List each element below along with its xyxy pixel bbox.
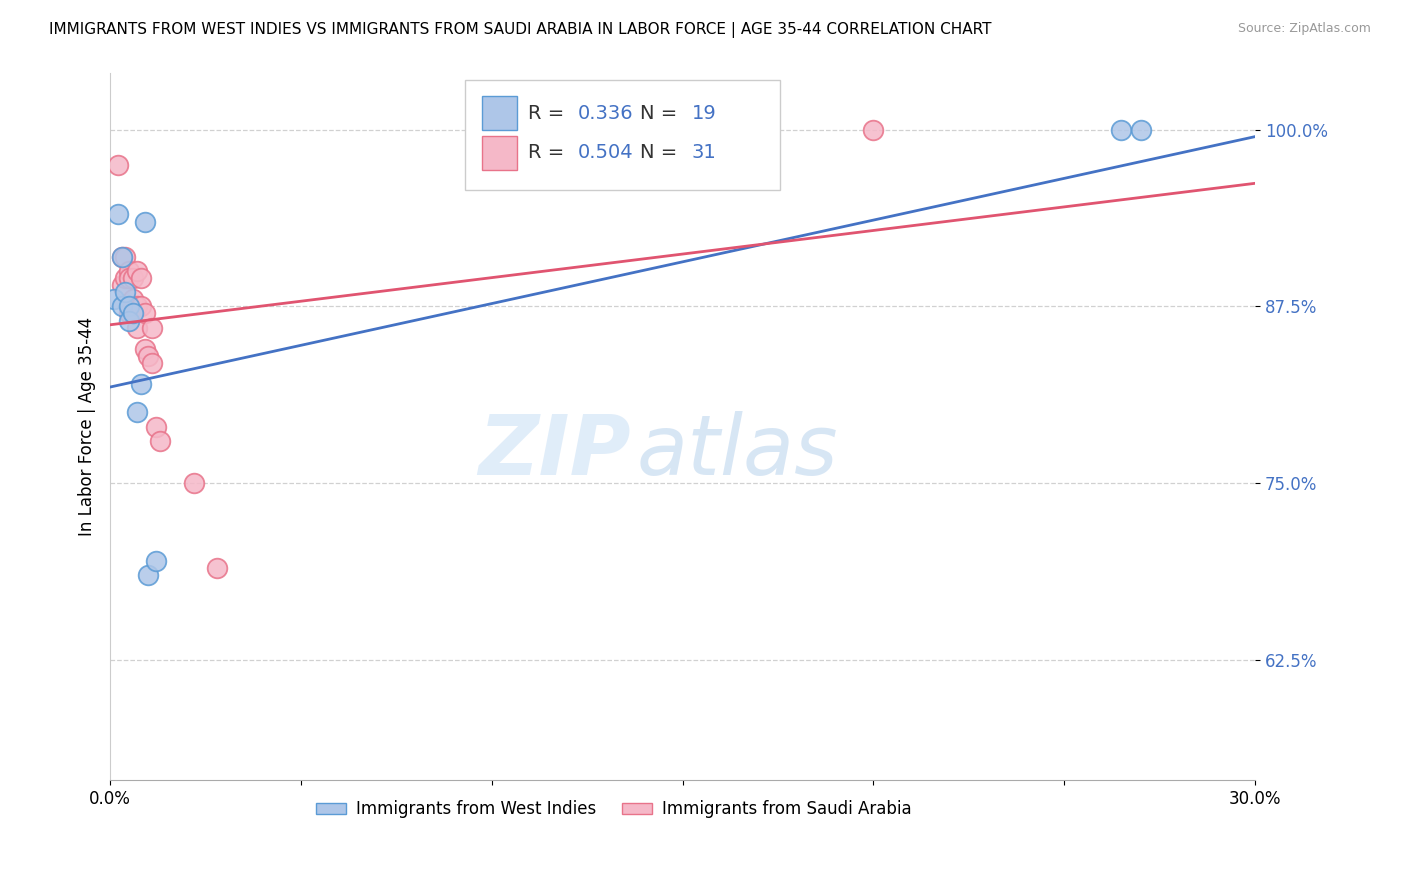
- Point: [114, 271, 136, 285]
- Point: [107, 158, 129, 172]
- Text: IMMIGRANTS FROM WEST INDIES VS IMMIGRANTS FROM SAUDI ARABIA IN LABOR FORCE | AGE: IMMIGRANTS FROM WEST INDIES VS IMMIGRANT…: [49, 22, 991, 38]
- Point: [118, 299, 141, 313]
- Point: [125, 264, 148, 278]
- Point: [122, 271, 145, 285]
- Point: [136, 568, 159, 582]
- Point: [145, 554, 167, 568]
- Point: [118, 271, 141, 285]
- Text: N =: N =: [640, 103, 683, 123]
- Point: [1111, 122, 1133, 136]
- Text: 31: 31: [692, 144, 717, 162]
- Point: [1129, 122, 1152, 136]
- Point: [110, 250, 132, 264]
- Point: [129, 377, 152, 392]
- Point: [134, 214, 156, 228]
- FancyBboxPatch shape: [482, 136, 516, 169]
- Point: [183, 476, 205, 491]
- Point: [145, 419, 167, 434]
- Point: [205, 561, 228, 575]
- Point: [862, 122, 884, 136]
- FancyBboxPatch shape: [465, 80, 780, 190]
- Text: 0.336: 0.336: [578, 103, 633, 123]
- Point: [136, 349, 159, 363]
- FancyBboxPatch shape: [482, 96, 516, 130]
- Point: [110, 250, 132, 264]
- Text: 0.504: 0.504: [578, 144, 633, 162]
- Text: ZIP: ZIP: [478, 411, 631, 491]
- Point: [122, 306, 145, 320]
- Legend: Immigrants from West Indies, Immigrants from Saudi Arabia: Immigrants from West Indies, Immigrants …: [309, 794, 918, 825]
- Point: [141, 320, 163, 334]
- Point: [125, 320, 148, 334]
- Point: [149, 434, 172, 448]
- Point: [134, 306, 156, 320]
- Point: [103, 293, 125, 307]
- Text: 19: 19: [692, 103, 717, 123]
- Point: [141, 356, 163, 370]
- Point: [125, 299, 148, 313]
- Point: [129, 271, 152, 285]
- Point: [122, 293, 145, 307]
- Point: [114, 285, 136, 300]
- Point: [107, 207, 129, 221]
- Point: [114, 250, 136, 264]
- Y-axis label: In Labor Force | Age 35-44: In Labor Force | Age 35-44: [79, 317, 96, 536]
- Point: [110, 278, 132, 293]
- Point: [110, 299, 132, 313]
- Text: R =: R =: [529, 103, 571, 123]
- Text: Source: ZipAtlas.com: Source: ZipAtlas.com: [1237, 22, 1371, 36]
- Point: [118, 306, 141, 320]
- Point: [129, 299, 152, 313]
- Point: [125, 405, 148, 419]
- Point: [118, 313, 141, 327]
- Text: atlas: atlas: [637, 411, 838, 491]
- Text: N =: N =: [640, 144, 683, 162]
- Text: R =: R =: [529, 144, 571, 162]
- Point: [134, 342, 156, 356]
- Point: [118, 264, 141, 278]
